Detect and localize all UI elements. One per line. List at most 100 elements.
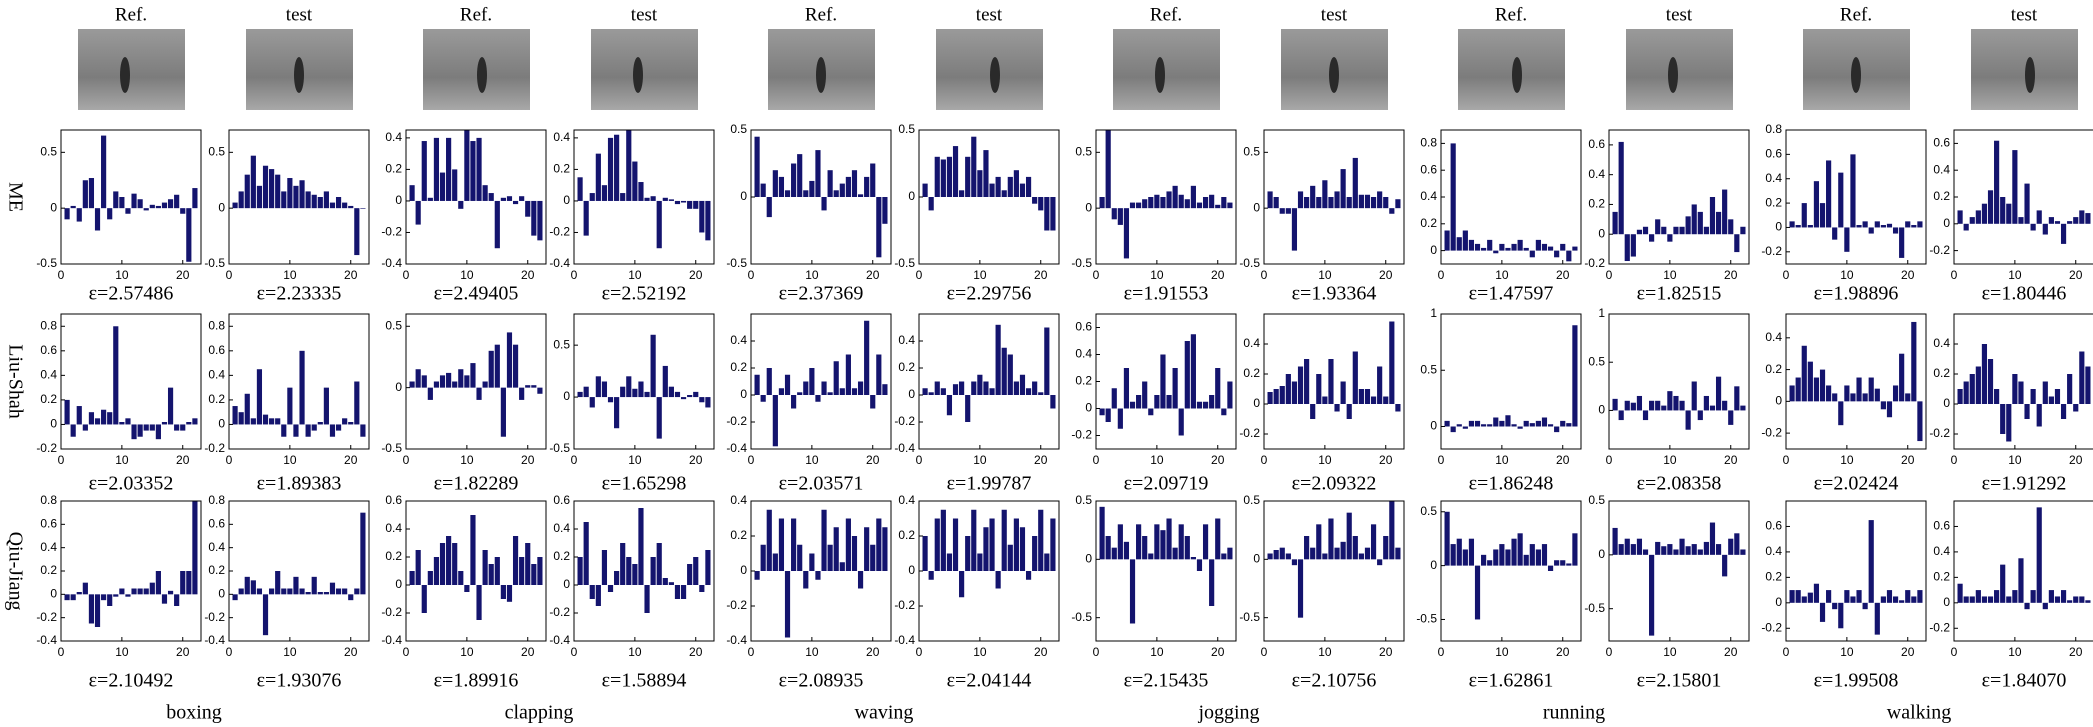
x-tick-label: 10 [973, 453, 987, 467]
bar [680, 585, 687, 599]
bar [2030, 590, 2036, 603]
x-tick-label: 20 [866, 268, 880, 282]
bar [1129, 202, 1136, 209]
frame-photo [591, 29, 698, 110]
y-tick-label: 0 [395, 380, 402, 394]
bar [537, 387, 543, 394]
bar [433, 137, 440, 201]
bar [1911, 596, 1917, 603]
bar [149, 204, 155, 209]
x-tick-label: 10 [1663, 268, 1677, 282]
bar [1832, 227, 1838, 240]
y-tick-label: 0 [1253, 200, 1260, 214]
bar [601, 381, 608, 398]
bar [1310, 404, 1316, 419]
bar [2024, 183, 2030, 224]
y-tick-label: 0.4 [1933, 544, 1950, 558]
y-tick-label: 0 [395, 193, 402, 207]
x-tick-label: 20 [521, 453, 535, 467]
y-tick-label: -0.5 [549, 441, 570, 455]
bar [531, 385, 537, 388]
bar [1691, 544, 1697, 555]
bar [1202, 524, 1209, 560]
bar [256, 369, 263, 425]
bar [940, 509, 946, 571]
bar [506, 332, 513, 388]
bar [614, 134, 620, 201]
bar [125, 594, 131, 597]
x-tick-label: 20 [1211, 268, 1225, 282]
bar [1001, 190, 1007, 197]
bar [1499, 243, 1505, 251]
y-tick-label: 0 [1085, 401, 1092, 415]
bar [1227, 547, 1233, 560]
axes-box [1785, 500, 1927, 642]
bar [644, 585, 650, 613]
bar [946, 156, 953, 197]
bar [1679, 226, 1685, 235]
bar [1566, 563, 1572, 566]
bar [464, 585, 470, 592]
y-tick-label: 0 [908, 387, 915, 401]
bar [1450, 426, 1456, 433]
bar [1734, 533, 1740, 555]
epsilon-label: ε=2.08935 [779, 670, 864, 692]
x-tick-label: 20 [521, 645, 535, 659]
y-tick-label: -0.5 [894, 256, 915, 270]
bar [269, 588, 275, 595]
bar [519, 557, 525, 585]
bar [488, 564, 494, 585]
epsilon-label: ε=1.93076 [257, 670, 342, 692]
bar [977, 374, 983, 395]
bar [427, 197, 433, 201]
bar [784, 374, 791, 395]
x-tick-label: 20 [1211, 645, 1225, 659]
bar [2073, 596, 2079, 603]
bar [1190, 557, 1196, 560]
bar [839, 388, 845, 395]
bar [1709, 197, 1716, 235]
bar [766, 197, 772, 218]
column-header: test [976, 4, 1003, 25]
y-tick-label: -0.4 [549, 256, 570, 270]
axes-box [1440, 129, 1582, 265]
y-tick-label: -0.4 [204, 633, 225, 647]
y-tick-label: 0.4 [1420, 189, 1437, 203]
bar [2018, 558, 2024, 603]
bar [531, 564, 537, 585]
bar [287, 588, 293, 595]
bar [971, 136, 977, 197]
bar [2085, 366, 2091, 404]
bar [959, 381, 965, 395]
y-tick-label: 0 [218, 417, 225, 431]
person [1668, 57, 1678, 93]
bar [354, 381, 360, 425]
bar [607, 585, 614, 592]
bar [1813, 377, 1820, 402]
bar [1572, 325, 1578, 427]
bar [1148, 408, 1154, 416]
axes-box [1953, 313, 2093, 450]
bar [1994, 140, 2000, 224]
bar [977, 553, 983, 571]
bar [1395, 404, 1401, 412]
y-tick-label: 0 [563, 577, 570, 591]
x-tick-label: 10 [2008, 268, 2022, 282]
bar [797, 154, 803, 197]
epsilon-label: ε=1.58894 [602, 670, 687, 692]
y-tick-label: 0.4 [1765, 171, 1782, 185]
y-tick-label: 0 [1085, 552, 1092, 566]
bar [1364, 194, 1371, 209]
y-tick-label: -0.4 [549, 633, 570, 647]
x-tick-label: 0 [226, 268, 233, 282]
x-tick-label: 0 [1783, 645, 1790, 659]
y-tick-label: -0.5 [1239, 256, 1260, 270]
x-tick-label: 0 [1783, 268, 1790, 282]
axes-box [750, 500, 892, 642]
bar [1911, 225, 1917, 228]
bar [1221, 408, 1227, 416]
bar [1856, 590, 1862, 603]
bar [1154, 524, 1160, 560]
y-tick-label: 0.5 [1075, 493, 1092, 507]
x-tick-label: 20 [1379, 453, 1393, 467]
